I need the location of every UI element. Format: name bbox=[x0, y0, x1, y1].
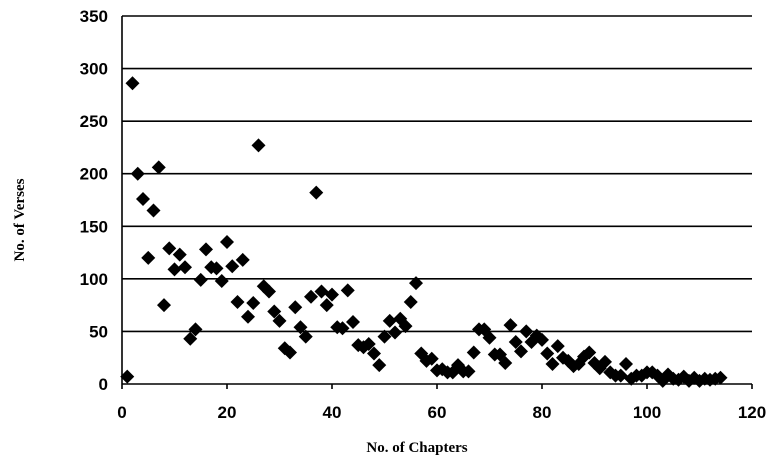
data-points bbox=[120, 76, 728, 388]
data-point bbox=[482, 330, 497, 345]
x-tick-label: 60 bbox=[428, 403, 447, 422]
data-point bbox=[235, 252, 250, 267]
data-point bbox=[514, 344, 528, 359]
data-point bbox=[598, 354, 612, 369]
data-point bbox=[136, 191, 150, 206]
data-point bbox=[172, 247, 187, 262]
data-point bbox=[267, 304, 282, 319]
data-point bbox=[120, 369, 135, 384]
data-point bbox=[613, 368, 628, 383]
data-point bbox=[424, 351, 439, 366]
data-point bbox=[230, 294, 245, 309]
data-point bbox=[220, 235, 234, 250]
data-point bbox=[151, 160, 166, 175]
data-point bbox=[146, 203, 161, 218]
y-axis-title: No. of Verses bbox=[12, 178, 28, 261]
data-point bbox=[461, 364, 476, 379]
data-point bbox=[377, 329, 392, 344]
y-tick-label: 0 bbox=[99, 375, 108, 394]
data-point bbox=[503, 318, 518, 333]
y-tick-label: 50 bbox=[89, 322, 108, 341]
data-point bbox=[382, 313, 397, 328]
data-point bbox=[398, 319, 413, 334]
data-point bbox=[545, 357, 560, 372]
data-point bbox=[372, 358, 387, 373]
x-tick-label: 20 bbox=[218, 403, 237, 422]
data-point bbox=[409, 276, 423, 291]
data-point bbox=[319, 298, 334, 313]
data-point bbox=[157, 298, 171, 313]
data-point bbox=[130, 166, 145, 181]
x-tick-label: 120 bbox=[738, 403, 766, 422]
x-tick-label: 40 bbox=[323, 403, 342, 422]
data-point bbox=[498, 355, 513, 370]
data-point bbox=[188, 322, 203, 337]
y-tick-labels: 0 50 100 150 200 250 300 350 bbox=[80, 7, 108, 394]
data-point bbox=[225, 259, 240, 274]
x-tick-label: 100 bbox=[633, 403, 661, 422]
data-point bbox=[325, 287, 339, 302]
data-point bbox=[246, 296, 261, 311]
data-point bbox=[335, 321, 350, 336]
x-tick-label: 80 bbox=[533, 403, 552, 422]
data-point bbox=[298, 329, 313, 344]
y-tick-label: 150 bbox=[80, 217, 108, 236]
data-point bbox=[241, 309, 255, 324]
data-point bbox=[367, 346, 381, 361]
data-point bbox=[619, 357, 633, 372]
data-point bbox=[346, 314, 360, 329]
data-point bbox=[314, 284, 329, 299]
x-tick-labels: 0 20 40 60 80 100 120 bbox=[117, 403, 766, 422]
data-point bbox=[214, 273, 229, 288]
data-point bbox=[209, 261, 224, 276]
data-point bbox=[304, 289, 318, 304]
data-point bbox=[162, 241, 177, 256]
data-point bbox=[193, 272, 208, 287]
data-point bbox=[582, 345, 597, 360]
data-point bbox=[361, 337, 376, 352]
data-point bbox=[293, 320, 308, 335]
data-point bbox=[183, 331, 198, 346]
y-tick-label: 300 bbox=[80, 60, 108, 79]
data-point bbox=[167, 262, 182, 277]
y-tick-label: 200 bbox=[80, 165, 108, 184]
data-point bbox=[125, 76, 140, 91]
data-point bbox=[272, 313, 287, 328]
data-point bbox=[550, 339, 565, 354]
y-tick-label: 350 bbox=[80, 7, 108, 26]
y-tick-label: 250 bbox=[80, 112, 108, 131]
data-point bbox=[141, 250, 156, 265]
data-point bbox=[713, 370, 728, 385]
axes bbox=[121, 16, 753, 389]
data-point bbox=[262, 284, 276, 299]
y-tick-label: 100 bbox=[80, 270, 108, 289]
x-axis-title: No. of Chapters bbox=[366, 440, 467, 456]
x-tick-label: 0 bbox=[117, 403, 126, 422]
data-point bbox=[340, 283, 355, 298]
gridlines bbox=[122, 15, 752, 333]
data-point bbox=[403, 294, 418, 309]
data-point bbox=[508, 334, 523, 349]
data-point bbox=[309, 185, 324, 200]
data-point bbox=[388, 325, 402, 340]
data-point bbox=[466, 345, 481, 360]
data-point bbox=[251, 138, 266, 153]
data-point bbox=[283, 345, 297, 360]
data-point bbox=[178, 260, 192, 275]
data-point bbox=[540, 346, 555, 361]
data-point bbox=[199, 242, 213, 257]
data-point bbox=[519, 324, 534, 339]
data-point bbox=[535, 332, 549, 347]
data-point bbox=[288, 300, 303, 315]
